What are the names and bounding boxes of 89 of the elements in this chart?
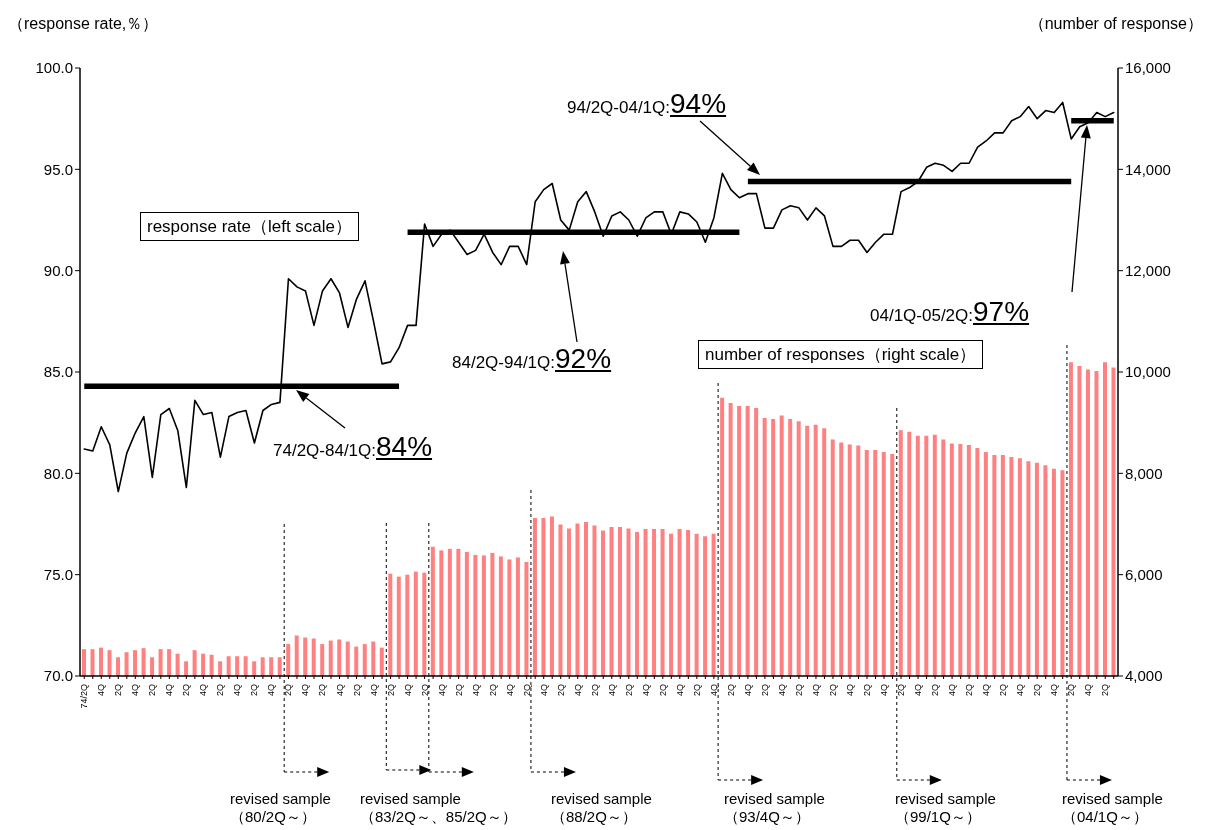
x-tick-label: 2Q (1032, 684, 1043, 697)
x-tick-label: 2Q (691, 684, 702, 697)
y-axis-title: （response rate,％） (8, 14, 159, 34)
x-tick-label: 4Q (334, 684, 345, 697)
y2-tick-label: 4,000 (1125, 667, 1163, 685)
x-tick-label: 4Q (708, 684, 719, 697)
x-tick-label: 4Q (742, 684, 753, 697)
y-tick-label: 80.0 (43, 464, 73, 482)
x-tick-label: 4Q (572, 684, 583, 697)
y-tick-label: 70.0 (43, 667, 73, 685)
x-tick-label: 2Q (283, 684, 294, 697)
y2-axis-title: （number of response） (1028, 14, 1203, 34)
x-tick-label: 2Q (419, 684, 430, 697)
x-tick-label: 4Q (504, 684, 515, 697)
x-tick-label: 2Q (827, 684, 838, 697)
x-tick-label: 2Q (249, 684, 260, 697)
text: revised sample （80/2Q～） (230, 790, 331, 826)
x-tick-label: 4Q (538, 684, 549, 697)
text: revised sample （83/2Q～、85/2Q～） (360, 790, 517, 826)
x-tick-label: 4Q (606, 684, 617, 697)
y2-tick-label: 16,000 (1125, 59, 1171, 77)
x-tick-label: 2Q (759, 684, 770, 697)
x-tick-label: 4Q (674, 684, 685, 697)
x-tick-label: 74/2Q (79, 684, 90, 709)
x-tick-label: 2Q (215, 684, 226, 697)
x-tick-label: 2Q (930, 684, 941, 697)
y-tick-label: 100.0 (35, 59, 73, 77)
text: revised sample （99/1Q～） (895, 790, 996, 826)
x-tick-label: 4Q (368, 684, 379, 697)
x-tick-label: 4Q (913, 684, 924, 697)
x-tick-label: 4Q (1015, 684, 1026, 697)
x-tick-label: 2Q (589, 684, 600, 697)
annotation: 84/2Q-94/1Q:92% (452, 343, 612, 374)
y2-tick-label: 10,000 (1125, 363, 1171, 381)
x-tick-label: 2Q (896, 684, 907, 697)
x-tick-label: 4Q (130, 684, 141, 697)
x-tick-label: 2Q (113, 684, 124, 697)
x-tick-label: 2Q (623, 684, 634, 697)
x-tick-label: 4Q (96, 684, 107, 697)
x-tick-label: 2Q (1100, 684, 1111, 697)
x-tick-label: 4Q (198, 684, 209, 697)
y-tick-label: 95.0 (43, 160, 73, 178)
text: revised sample （93/4Q～） (724, 790, 825, 826)
x-tick-label: 4Q (844, 684, 855, 697)
annotation: 04/1Q-05/2Q:97% (870, 296, 1030, 327)
x-tick-label: 4Q (776, 684, 787, 697)
x-tick-label: 2Q (521, 684, 532, 697)
y-tick-label: 85.0 (43, 363, 73, 381)
x-tick-label: 2Q (555, 684, 566, 697)
x-tick-label: 2Q (998, 684, 1009, 697)
x-tick-label: 4Q (436, 684, 447, 697)
x-tick-label: 2Q (317, 684, 328, 697)
annotation: 74/2Q-84/1Q:84% (273, 431, 433, 462)
x-tick-label: 2Q (181, 684, 192, 697)
x-tick-label: 4Q (402, 684, 413, 697)
y2-tick-label: 6,000 (1125, 565, 1163, 583)
x-tick-label: 4Q (470, 684, 481, 697)
text: number of responses（right scale） (698, 340, 984, 369)
x-tick-label: 4Q (981, 684, 992, 697)
y2-tick-label: 8,000 (1125, 464, 1163, 482)
x-tick-label: 4Q (164, 684, 175, 697)
text: revised sample （04/1Q～） (1062, 790, 1163, 826)
y2-tick-label: 14,000 (1125, 160, 1171, 178)
x-tick-label: 2Q (147, 684, 158, 697)
x-tick-label: 4Q (232, 684, 243, 697)
x-tick-label: 4Q (640, 684, 651, 697)
x-tick-label: 2Q (351, 684, 362, 697)
x-tick-label: 2Q (862, 684, 873, 697)
x-tick-label: 4Q (1049, 684, 1060, 697)
x-tick-label: 2Q (453, 684, 464, 697)
x-tick-label: 4Q (879, 684, 890, 697)
x-tick-label: 2Q (487, 684, 498, 697)
text: response rate（left scale） (140, 212, 360, 241)
x-tick-label: 4Q (1083, 684, 1094, 697)
x-tick-label: 4Q (947, 684, 958, 697)
x-tick-label: 2Q (657, 684, 668, 697)
annotation: 94/2Q-04/1Q:94% (567, 88, 727, 119)
x-tick-label: 2Q (1066, 684, 1077, 697)
y2-tick-label: 12,000 (1125, 261, 1171, 279)
text: revised sample （88/2Q～） (551, 790, 652, 826)
x-tick-label: 2Q (793, 684, 804, 697)
x-tick-label: 4Q (266, 684, 277, 697)
y-tick-label: 75.0 (43, 565, 73, 583)
x-tick-label: 4Q (810, 684, 821, 697)
x-tick-label: 4Q (300, 684, 311, 697)
y-tick-label: 90.0 (43, 261, 73, 279)
x-tick-label: 2Q (385, 684, 396, 697)
x-tick-label: 2Q (725, 684, 736, 697)
x-tick-label: 2Q (964, 684, 975, 697)
